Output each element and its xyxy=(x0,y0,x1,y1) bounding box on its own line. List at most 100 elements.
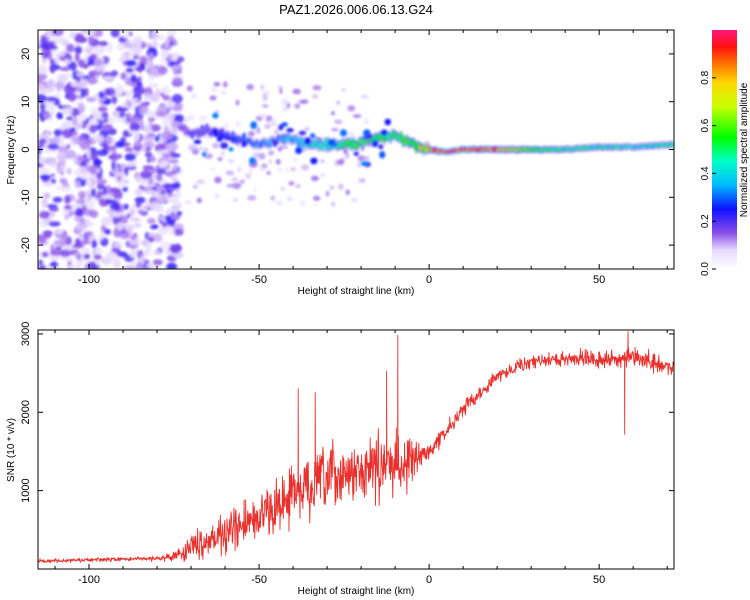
heatmap-cell xyxy=(50,250,62,256)
spectrogram-ytick-label: -10 xyxy=(20,189,32,205)
heatmap-cell xyxy=(114,171,126,177)
heatmap-cell xyxy=(152,259,163,266)
heatmap-cell xyxy=(155,174,163,182)
heatmap-cell xyxy=(66,43,75,53)
heatmap-cell xyxy=(94,45,100,54)
heatmap-cell xyxy=(671,142,674,146)
heatmap-cell xyxy=(278,167,283,173)
heatmap-cell xyxy=(47,162,59,168)
heatmap-cell xyxy=(166,262,178,269)
heatmap-cell xyxy=(168,207,174,213)
heatmap-cell xyxy=(172,77,183,86)
heatmap-cell xyxy=(66,116,73,121)
heatmap-cell xyxy=(237,166,242,173)
heatmap-cell xyxy=(149,155,156,163)
heatmap-cell xyxy=(98,91,105,99)
heatmap-cell xyxy=(222,81,228,88)
heatmap-cell xyxy=(292,88,301,95)
heatmap-cell xyxy=(122,186,128,192)
heatmap-cell xyxy=(275,158,281,165)
heatmap-cell xyxy=(85,200,95,210)
heatmap-cell xyxy=(139,55,148,66)
spectrogram-x-label: Height of straight line (km) xyxy=(298,286,415,297)
heatmap-cell xyxy=(124,153,136,162)
heatmap-cell xyxy=(57,146,69,153)
heatmap-cell xyxy=(130,217,141,222)
heatmap-cell xyxy=(110,152,119,162)
heatmap-cell xyxy=(133,141,141,147)
heatmap-cell xyxy=(101,112,109,119)
snr-ytick-label: 2000 xyxy=(20,400,32,424)
heatmap-cell xyxy=(160,49,168,59)
heatmap-cell xyxy=(96,178,108,185)
heatmap-cell xyxy=(154,135,160,142)
heatmap-cell xyxy=(170,175,177,183)
heatmap-cell xyxy=(144,151,153,158)
heatmap-cell xyxy=(96,149,109,156)
heatmap-cell xyxy=(124,147,133,152)
heatmap-cell xyxy=(80,248,90,253)
heatmap-cell xyxy=(262,90,271,95)
heatmap-cell xyxy=(41,251,49,258)
heatmap-cell xyxy=(170,149,176,158)
heatmap-cell xyxy=(279,87,283,95)
heatmap-cell xyxy=(219,132,225,139)
heatmap-cell xyxy=(150,40,159,48)
heatmap-cell xyxy=(329,185,335,190)
heatmap-cell xyxy=(231,177,239,182)
heatmap-cell xyxy=(131,43,141,50)
heatmap-cell xyxy=(270,195,276,201)
heatmap-cell xyxy=(130,74,137,83)
heatmap-cell xyxy=(281,106,289,113)
heatmap-cell xyxy=(360,95,369,99)
heatmap-cell xyxy=(83,30,96,36)
heatmap-cell xyxy=(93,159,103,165)
heatmap-cell xyxy=(160,86,170,93)
heatmap-cell xyxy=(55,81,65,90)
heatmap-cell xyxy=(287,196,293,201)
heatmap-cell xyxy=(123,39,130,48)
heatmap-cell xyxy=(175,187,181,193)
heatmap-cell xyxy=(58,104,63,110)
heatmap-cell xyxy=(74,168,81,177)
heatmap-cell xyxy=(53,129,62,137)
heatmap-cell xyxy=(170,244,181,254)
heatmap-cell xyxy=(173,68,180,76)
heatmap-cell xyxy=(170,56,179,62)
heatmap-cell xyxy=(38,72,47,81)
heatmap-cell xyxy=(347,105,356,112)
spectrogram-heatmap xyxy=(38,30,674,269)
heatmap-cell xyxy=(262,104,269,108)
heatmap-cell xyxy=(38,83,46,92)
heatmap-cell xyxy=(286,128,294,133)
heatmap-cell xyxy=(120,215,129,224)
heatmap-cell xyxy=(96,134,104,144)
heatmap-cell xyxy=(139,255,146,265)
heatmap-cell xyxy=(357,177,361,185)
heatmap-cell xyxy=(147,52,154,62)
heatmap-cell xyxy=(38,266,47,269)
heatmap-cell xyxy=(329,142,338,147)
heatmap-cell xyxy=(264,124,271,129)
heatmap-cell xyxy=(44,131,50,141)
heatmap-cell xyxy=(111,94,118,105)
heatmap-cell xyxy=(61,128,73,139)
heatmap-cell xyxy=(150,30,160,41)
heatmap-cell xyxy=(249,168,253,175)
heatmap-cell xyxy=(76,155,85,162)
heatmap-cell xyxy=(294,103,301,109)
heatmap-cell xyxy=(212,112,219,119)
heatmap-cell xyxy=(198,115,208,121)
heatmap-cell xyxy=(246,84,254,91)
heatmap-cell xyxy=(138,106,148,115)
heatmap-cell xyxy=(151,190,156,198)
heatmap-cell xyxy=(64,73,73,79)
heatmap-cell xyxy=(166,196,178,204)
heatmap-cell xyxy=(83,253,91,260)
heatmap-cell xyxy=(340,88,347,92)
heatmap-cell xyxy=(77,103,86,114)
heatmap-cell xyxy=(155,88,161,97)
heatmap-cell xyxy=(90,150,96,157)
heatmap-cell xyxy=(242,132,247,141)
heatmap-cell xyxy=(122,115,127,126)
